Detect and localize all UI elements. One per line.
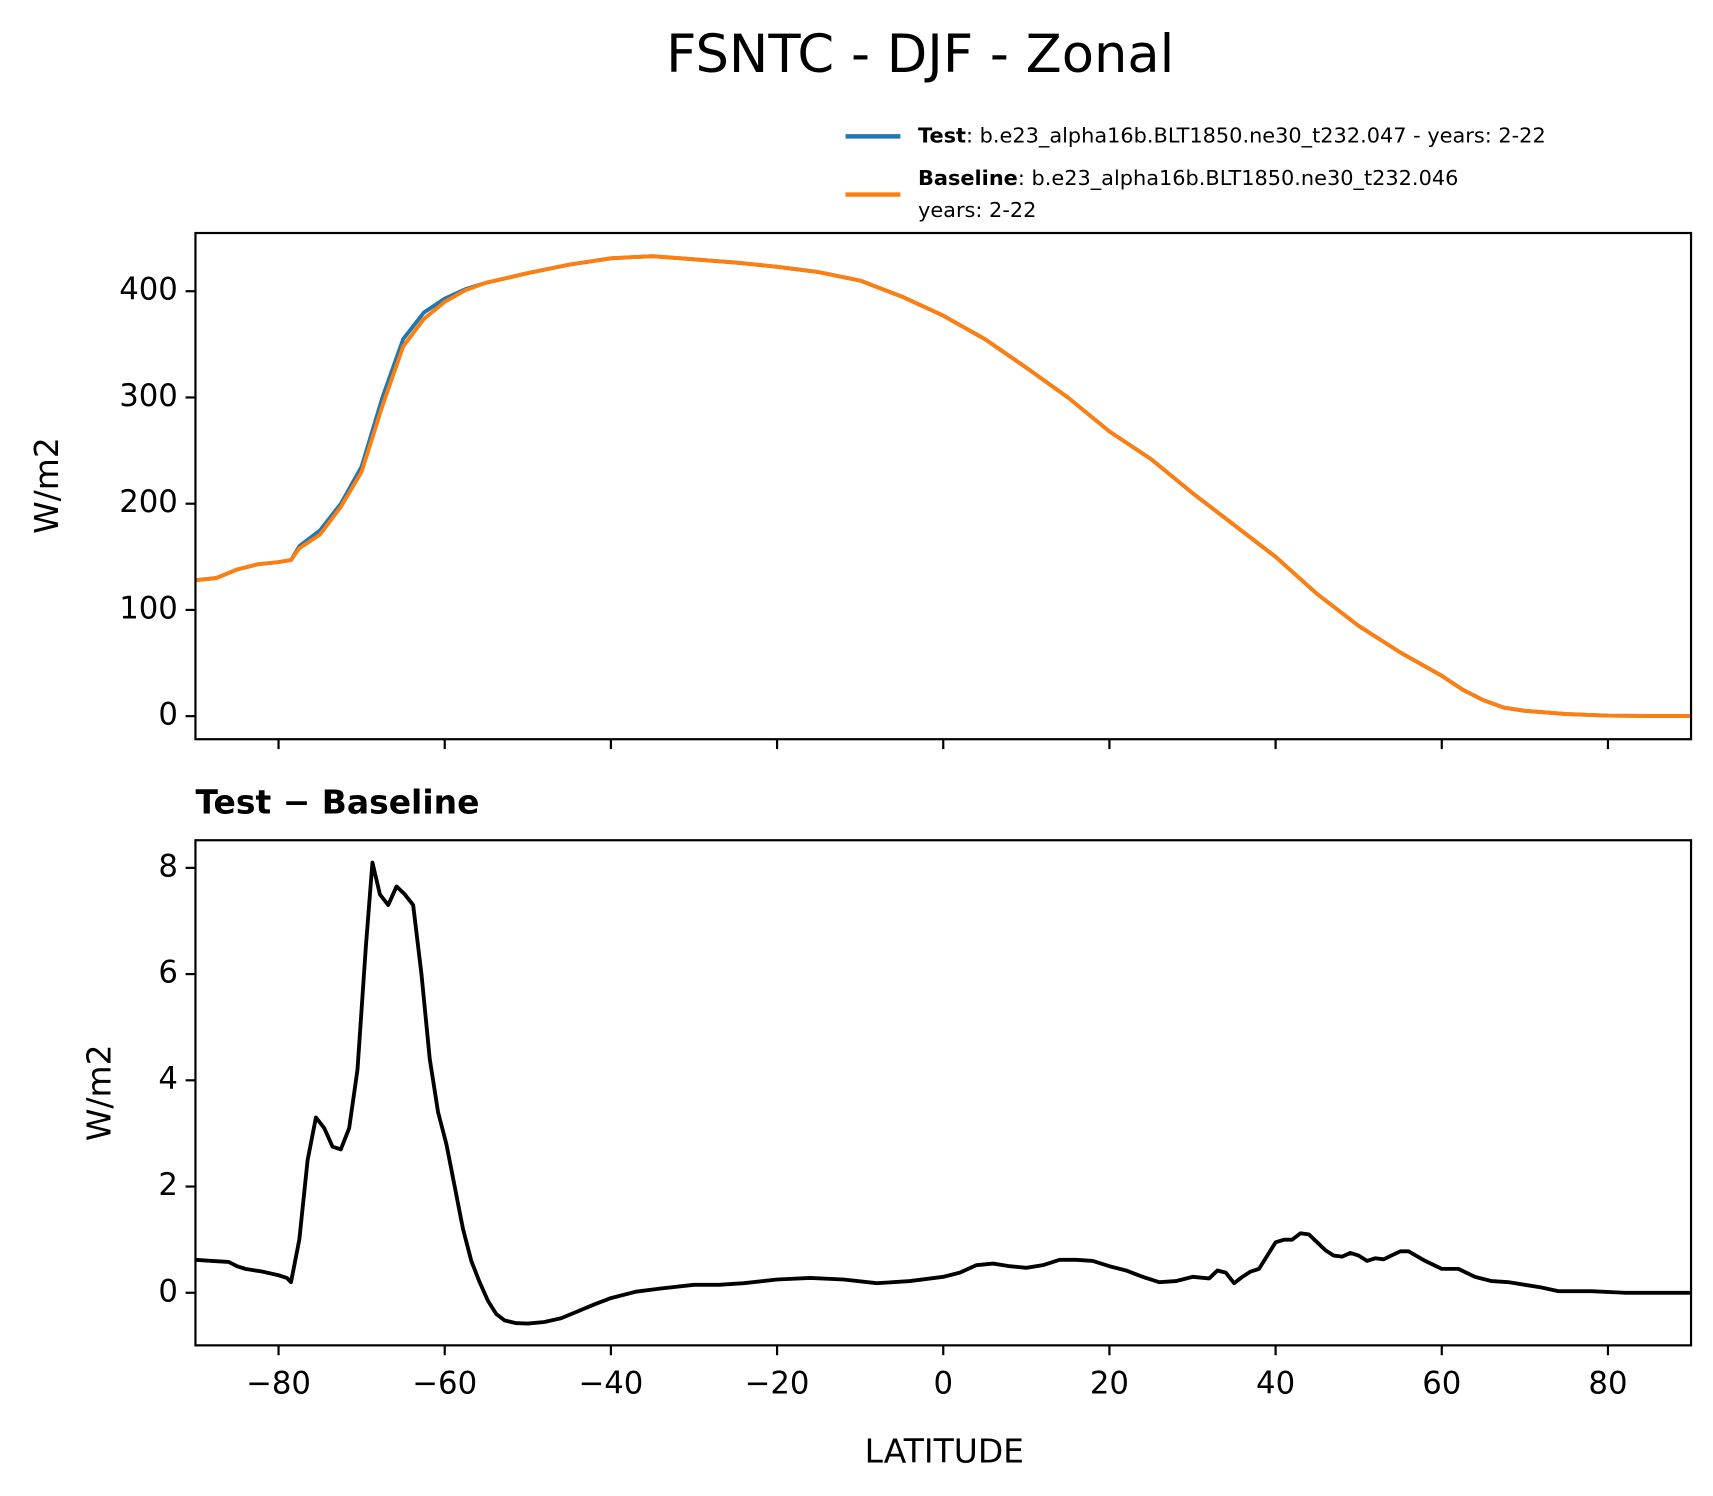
x-tick-label: 80 bbox=[1588, 1365, 1627, 1401]
data-line bbox=[195, 860, 1692, 1326]
y-axis-label: W/m2 bbox=[27, 437, 66, 534]
x-tick-label: 40 bbox=[1256, 1365, 1295, 1401]
legend-entry: Test: b.e23_alpha16b.BLT1850.ne30_t232.0… bbox=[918, 123, 1546, 148]
legend-name: Test bbox=[918, 123, 966, 147]
y-tick-label: 2 bbox=[158, 1167, 178, 1203]
x-tick-label: −40 bbox=[578, 1365, 643, 1401]
x-tick-label: −60 bbox=[412, 1365, 477, 1401]
x-tick-label: −20 bbox=[745, 1365, 810, 1401]
y-tick-label: 6 bbox=[158, 955, 178, 991]
y-tick-label: 200 bbox=[119, 484, 178, 520]
y-tick-label: 100 bbox=[119, 590, 178, 626]
legend: Test: b.e23_alpha16b.BLT1850.ne30_t232.0… bbox=[845, 123, 1546, 222]
y-tick-label: 4 bbox=[158, 1061, 178, 1097]
x-tick-label: −80 bbox=[246, 1365, 311, 1401]
y-tick-label: 0 bbox=[158, 697, 178, 733]
legend-text: : b.e23_alpha16b.BLT1850.ne30_t232.046 bbox=[1018, 166, 1459, 191]
legend-name: Baseline bbox=[918, 166, 1018, 190]
x-tick-label: 60 bbox=[1422, 1365, 1461, 1401]
y-axis-label: W/m2 bbox=[80, 1044, 119, 1141]
data-line bbox=[195, 254, 1692, 718]
y-tick-label: 8 bbox=[158, 848, 178, 884]
figure-title: FSNTC - DJF - Zonal bbox=[666, 24, 1174, 85]
legend-text: years: 2-22 bbox=[918, 198, 1036, 222]
y-tick-label: 0 bbox=[158, 1273, 178, 1309]
legend-entry: Baseline: b.e23_alpha16b.BLT1850.ne30_t2… bbox=[918, 166, 1458, 191]
plot-frame bbox=[194, 839, 1693, 1347]
y-tick-label: 400 bbox=[119, 272, 178, 308]
x-tick-label: 20 bbox=[1090, 1365, 1129, 1401]
subplot-title: Test − Baseline bbox=[195, 783, 479, 822]
x-axis-label: LATITUDE bbox=[865, 1431, 1024, 1470]
plot-frame bbox=[194, 231, 1693, 741]
x-tick-label: 0 bbox=[933, 1365, 953, 1401]
legend-text: : b.e23_alpha16b.BLT1850.ne30_t232.047 -… bbox=[966, 123, 1546, 148]
y-tick-label: 300 bbox=[119, 378, 178, 414]
